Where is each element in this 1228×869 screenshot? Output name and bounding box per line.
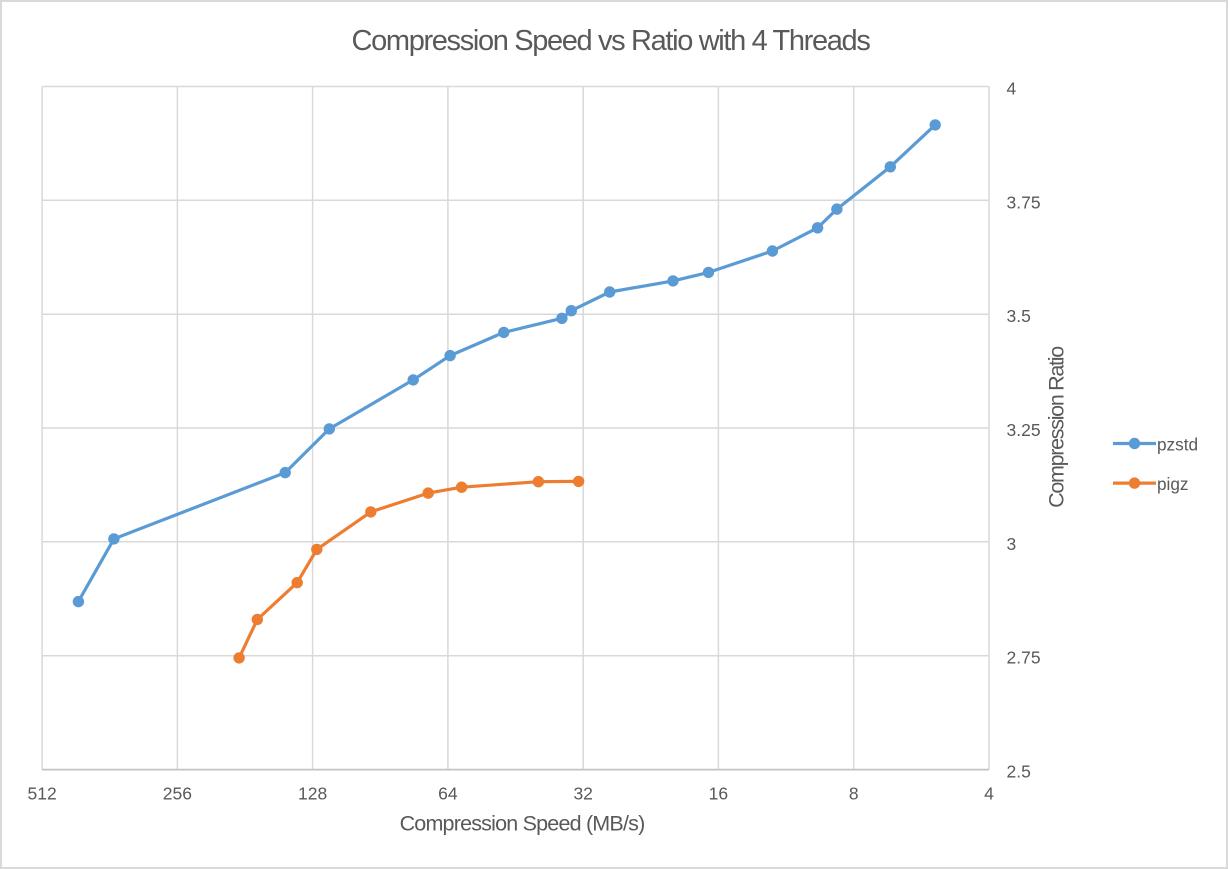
- svg-text:512: 512: [27, 783, 56, 803]
- svg-text:Compression Speed vs Ratio wit: Compression Speed vs Ratio with 4 Thread…: [352, 25, 871, 57]
- svg-text:4: 4: [1007, 79, 1017, 99]
- svg-text:3: 3: [1007, 534, 1017, 554]
- svg-text:4: 4: [984, 783, 994, 803]
- svg-text:pzstd: pzstd: [1157, 435, 1198, 455]
- svg-text:Compression Ratio: Compression Ratio: [1045, 346, 1069, 508]
- svg-text:32: 32: [573, 783, 592, 803]
- svg-text:2.75: 2.75: [1007, 648, 1041, 668]
- svg-text:64: 64: [438, 783, 458, 803]
- svg-text:128: 128: [298, 783, 327, 803]
- svg-text:3.25: 3.25: [1007, 420, 1041, 440]
- svg-text:2.5: 2.5: [1007, 762, 1031, 782]
- svg-text:3.5: 3.5: [1007, 306, 1031, 326]
- svg-text:pigz: pigz: [1157, 474, 1189, 494]
- svg-text:Compression Speed (MB/s): Compression Speed (MB/s): [400, 811, 645, 835]
- svg-text:3.75: 3.75: [1007, 192, 1041, 212]
- svg-text:256: 256: [163, 783, 192, 803]
- svg-text:16: 16: [709, 783, 728, 803]
- svg-text:8: 8: [849, 783, 859, 803]
